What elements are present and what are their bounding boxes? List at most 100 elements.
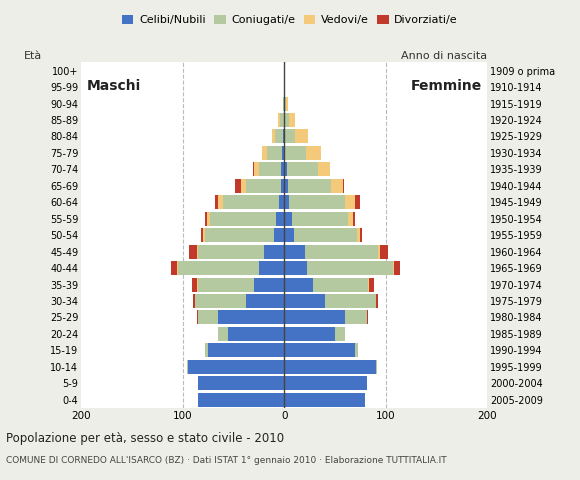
- Bar: [264, 245, 284, 259]
- Bar: [284, 245, 378, 259]
- Bar: [193, 294, 284, 308]
- Bar: [284, 212, 353, 226]
- Bar: [259, 261, 284, 275]
- Bar: [284, 343, 358, 358]
- Bar: [284, 228, 357, 242]
- Text: Maschi: Maschi: [86, 79, 140, 93]
- Bar: [246, 294, 284, 308]
- Bar: [284, 162, 330, 176]
- Bar: [284, 146, 321, 160]
- Bar: [205, 228, 284, 242]
- Bar: [284, 327, 345, 341]
- Bar: [284, 245, 304, 259]
- Bar: [284, 179, 331, 193]
- Bar: [284, 146, 306, 160]
- Bar: [215, 195, 284, 209]
- Bar: [198, 311, 284, 324]
- Bar: [218, 195, 284, 209]
- Bar: [284, 294, 376, 308]
- Bar: [284, 162, 330, 176]
- Bar: [284, 360, 376, 374]
- Bar: [284, 195, 360, 209]
- Bar: [284, 294, 378, 308]
- Bar: [284, 294, 325, 308]
- Bar: [198, 376, 284, 390]
- Bar: [205, 343, 284, 358]
- Bar: [284, 130, 295, 144]
- Bar: [198, 376, 284, 390]
- Bar: [210, 212, 284, 226]
- Bar: [283, 96, 284, 110]
- Bar: [284, 130, 307, 144]
- Bar: [284, 327, 345, 341]
- Bar: [284, 162, 287, 176]
- Bar: [218, 327, 284, 341]
- Bar: [284, 113, 289, 127]
- Bar: [276, 212, 284, 226]
- Bar: [198, 376, 284, 390]
- Bar: [284, 393, 365, 407]
- Bar: [198, 393, 284, 407]
- Bar: [284, 343, 358, 358]
- Bar: [284, 179, 288, 193]
- Bar: [284, 376, 368, 390]
- Bar: [284, 393, 365, 407]
- Bar: [284, 96, 286, 110]
- Bar: [284, 343, 355, 358]
- Bar: [284, 277, 374, 291]
- Bar: [171, 261, 284, 275]
- Bar: [283, 96, 284, 110]
- Bar: [284, 96, 288, 110]
- Bar: [281, 162, 284, 176]
- Bar: [284, 376, 368, 390]
- Bar: [284, 343, 358, 358]
- Bar: [284, 228, 360, 242]
- Bar: [284, 393, 365, 407]
- Bar: [197, 311, 284, 324]
- Bar: [284, 311, 345, 324]
- Text: Femmine: Femmine: [411, 79, 482, 93]
- Bar: [284, 311, 368, 324]
- Bar: [284, 212, 348, 226]
- Bar: [284, 195, 355, 209]
- Bar: [246, 179, 284, 193]
- Bar: [284, 245, 387, 259]
- Bar: [284, 80, 285, 94]
- Bar: [187, 360, 284, 374]
- Bar: [198, 277, 284, 291]
- Bar: [207, 212, 284, 226]
- Bar: [198, 376, 284, 390]
- Bar: [284, 393, 365, 407]
- Bar: [229, 327, 284, 341]
- Bar: [278, 113, 284, 127]
- Text: Età: Età: [24, 51, 42, 60]
- Bar: [218, 327, 284, 341]
- Bar: [177, 261, 284, 275]
- Bar: [284, 195, 289, 209]
- Bar: [284, 80, 285, 94]
- Bar: [205, 343, 284, 358]
- Bar: [284, 179, 343, 193]
- Bar: [262, 146, 284, 160]
- Bar: [201, 228, 284, 242]
- Bar: [284, 376, 368, 390]
- Bar: [284, 261, 393, 275]
- Bar: [187, 360, 284, 374]
- Bar: [280, 113, 284, 127]
- Bar: [279, 195, 284, 209]
- Bar: [284, 162, 318, 176]
- Bar: [203, 228, 284, 242]
- Text: Popolazione per età, sesso e stato civile - 2010: Popolazione per età, sesso e stato civil…: [6, 432, 284, 445]
- Bar: [272, 130, 284, 144]
- Bar: [283, 96, 284, 110]
- Bar: [284, 113, 295, 127]
- Bar: [205, 343, 284, 358]
- Bar: [283, 130, 284, 144]
- Bar: [198, 245, 284, 259]
- Bar: [176, 261, 284, 275]
- Bar: [284, 360, 376, 374]
- Text: Anno di nascita: Anno di nascita: [401, 51, 487, 60]
- Bar: [284, 228, 294, 242]
- Bar: [284, 311, 368, 324]
- Bar: [275, 130, 284, 144]
